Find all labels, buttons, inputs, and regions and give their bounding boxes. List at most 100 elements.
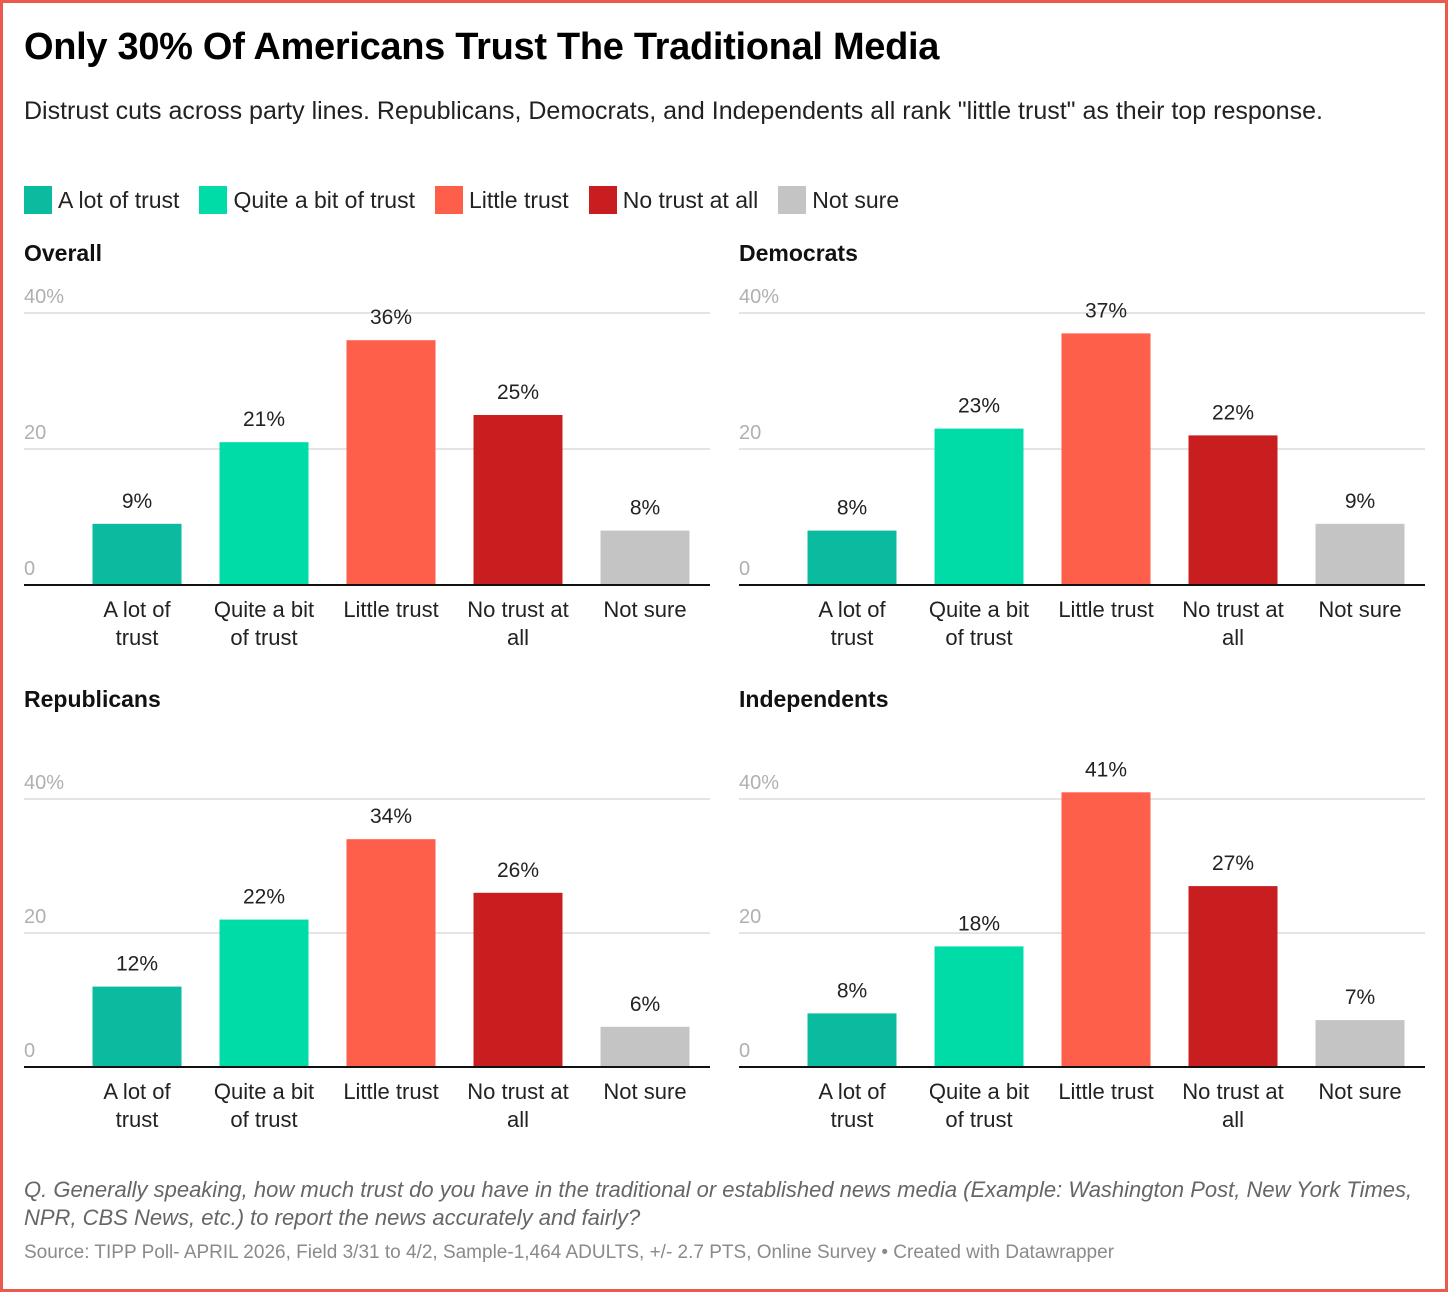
value-label: 7%: [1345, 986, 1375, 1009]
legend-label: Quite a bit of trust: [233, 186, 415, 213]
bar-not-sure: [600, 1026, 690, 1067]
bar-no-trust-at-all: [473, 892, 563, 1067]
x-category-label: Not sure: [603, 597, 686, 622]
question-note: Q. Generally speaking, how much trust do…: [24, 1177, 1413, 1230]
chart-title: Only 30% Of Americans Trust The Traditio…: [24, 26, 940, 68]
bar-chart-republicans: 0 20 40% 12% A lot of trust 22% Quite a bit of t…: [24, 772, 710, 1132]
x-category-label: Little trust: [343, 597, 438, 622]
y-tick-label: 0: [739, 558, 750, 580]
legend-item-little-trust: Little trust: [434, 186, 569, 214]
value-label: 22%: [243, 886, 285, 909]
y-tick-label: 20: [24, 422, 46, 444]
x-category-label: all: [1222, 625, 1244, 650]
bar-quite-a-bit-of-trust: [219, 919, 309, 1067]
bar-little-trust: [346, 340, 436, 585]
panel-title: Republicans: [24, 686, 161, 712]
value-label: 34%: [370, 805, 412, 828]
value-label: 18%: [958, 912, 1000, 935]
panel-title: Democrats: [739, 240, 858, 266]
x-category-label: of trust: [945, 1107, 1012, 1132]
legend-swatch: [778, 186, 807, 214]
value-label: 9%: [1345, 490, 1375, 513]
legend-label: Not sure: [812, 186, 900, 213]
value-label: 25%: [497, 381, 539, 404]
legend: A lot of trust Quite a bit of trust Litt…: [24, 186, 919, 214]
y-tick-label: 40%: [739, 286, 779, 308]
value-label: 23%: [958, 395, 1000, 418]
bar-a-lot-of-trust: [92, 986, 182, 1067]
y-tick-label: 0: [24, 1040, 35, 1062]
x-category-label: Not sure: [603, 1079, 686, 1104]
x-category-label: Little trust: [1058, 1079, 1153, 1104]
x-category-label: Not sure: [1318, 597, 1401, 622]
bar-no-trust-at-all: [1188, 435, 1278, 585]
x-category-label: A lot of: [103, 597, 171, 622]
x-category-label: of trust: [230, 1107, 297, 1132]
legend-label: No trust at all: [622, 186, 759, 213]
x-category-label: Quite a bit: [214, 1079, 314, 1104]
x-category-label: No trust at: [1182, 597, 1283, 622]
bar-a-lot-of-trust: [807, 530, 897, 585]
legend-label: A lot of trust: [58, 186, 180, 213]
legend-swatch: [199, 186, 228, 214]
y-tick-label: 40%: [24, 286, 64, 308]
bar-little-trust: [1061, 333, 1151, 585]
x-category-label: A lot of: [818, 597, 886, 622]
value-label: 6%: [630, 993, 660, 1016]
legend-swatch: [24, 186, 52, 214]
x-category-label: Quite a bit: [929, 597, 1029, 622]
value-label: 27%: [1212, 852, 1254, 875]
panel-title: Overall: [24, 240, 102, 266]
x-category-label: Little trust: [1058, 597, 1153, 622]
value-label: 26%: [497, 859, 539, 882]
y-tick-label: 0: [739, 1040, 750, 1062]
bar-no-trust-at-all: [473, 415, 563, 585]
bar-a-lot-of-trust: [92, 523, 182, 585]
source-line: Source: TIPP Poll- APRIL 2026, Field 3/3…: [24, 1242, 1115, 1263]
legend-item-a-lot-of-trust: A lot of trust: [24, 186, 179, 214]
value-label: 12%: [116, 953, 158, 976]
x-category-label: trust: [116, 1107, 159, 1132]
legend-swatch: [588, 186, 617, 214]
x-category-label: No trust at: [1182, 1079, 1283, 1104]
y-tick-label: 40%: [24, 772, 64, 794]
bar-no-trust-at-all: [1188, 886, 1278, 1067]
bar-little-trust: [346, 839, 436, 1067]
x-category-label: all: [1222, 1107, 1244, 1132]
y-tick-label: 0: [24, 558, 35, 580]
x-category-label: A lot of: [103, 1079, 171, 1104]
y-tick-label: 20: [739, 422, 761, 444]
legend-label: Little trust: [468, 186, 569, 213]
x-category-label: Quite a bit: [929, 1079, 1029, 1104]
value-label: 9%: [122, 490, 152, 513]
value-label: 41%: [1085, 758, 1127, 781]
x-category-label: trust: [831, 625, 874, 650]
x-category-label: all: [507, 625, 529, 650]
bar-not-sure: [1315, 1020, 1405, 1067]
x-category-label: Not sure: [1318, 1079, 1401, 1104]
legend-swatch: [434, 186, 463, 214]
value-label: 8%: [837, 497, 867, 520]
chart-subtitle: Distrust cuts across party lines. Republ…: [24, 97, 1323, 125]
y-tick-label: 20: [739, 906, 761, 928]
x-category-label: No trust at: [467, 597, 568, 622]
y-tick-label: 20: [24, 906, 46, 928]
bar-chart-independents: 0 20 40% 8% A lot of trust 18% Quite a bit of tr…: [739, 758, 1425, 1132]
value-label: 8%: [630, 497, 660, 520]
bar-little-trust: [1061, 792, 1151, 1067]
legend-item-quite-a-bit-of-trust: Quite a bit of trust: [199, 186, 415, 214]
bar-chart-democrats: 0 20 40% 8% A lot of trust 23% Quite a bit of tr…: [739, 286, 1425, 650]
x-category-label: A lot of: [818, 1079, 886, 1104]
legend-item-no-trust-at-all: No trust at all: [588, 186, 759, 214]
value-label: 22%: [1212, 401, 1254, 424]
bar-quite-a-bit-of-trust: [219, 442, 309, 585]
x-category-label: of trust: [230, 625, 297, 650]
x-category-label: No trust at: [467, 1079, 568, 1104]
panel-title: Independents: [739, 686, 889, 712]
x-category-label: all: [507, 1107, 529, 1132]
bar-a-lot-of-trust: [807, 1013, 897, 1067]
x-category-label: Quite a bit: [214, 597, 314, 622]
bar-chart-overall: 0 20 40% 9% A lot of trust 21% Quite a bit of tr…: [24, 286, 710, 650]
value-label: 37%: [1085, 299, 1127, 322]
value-label: 8%: [837, 979, 867, 1002]
